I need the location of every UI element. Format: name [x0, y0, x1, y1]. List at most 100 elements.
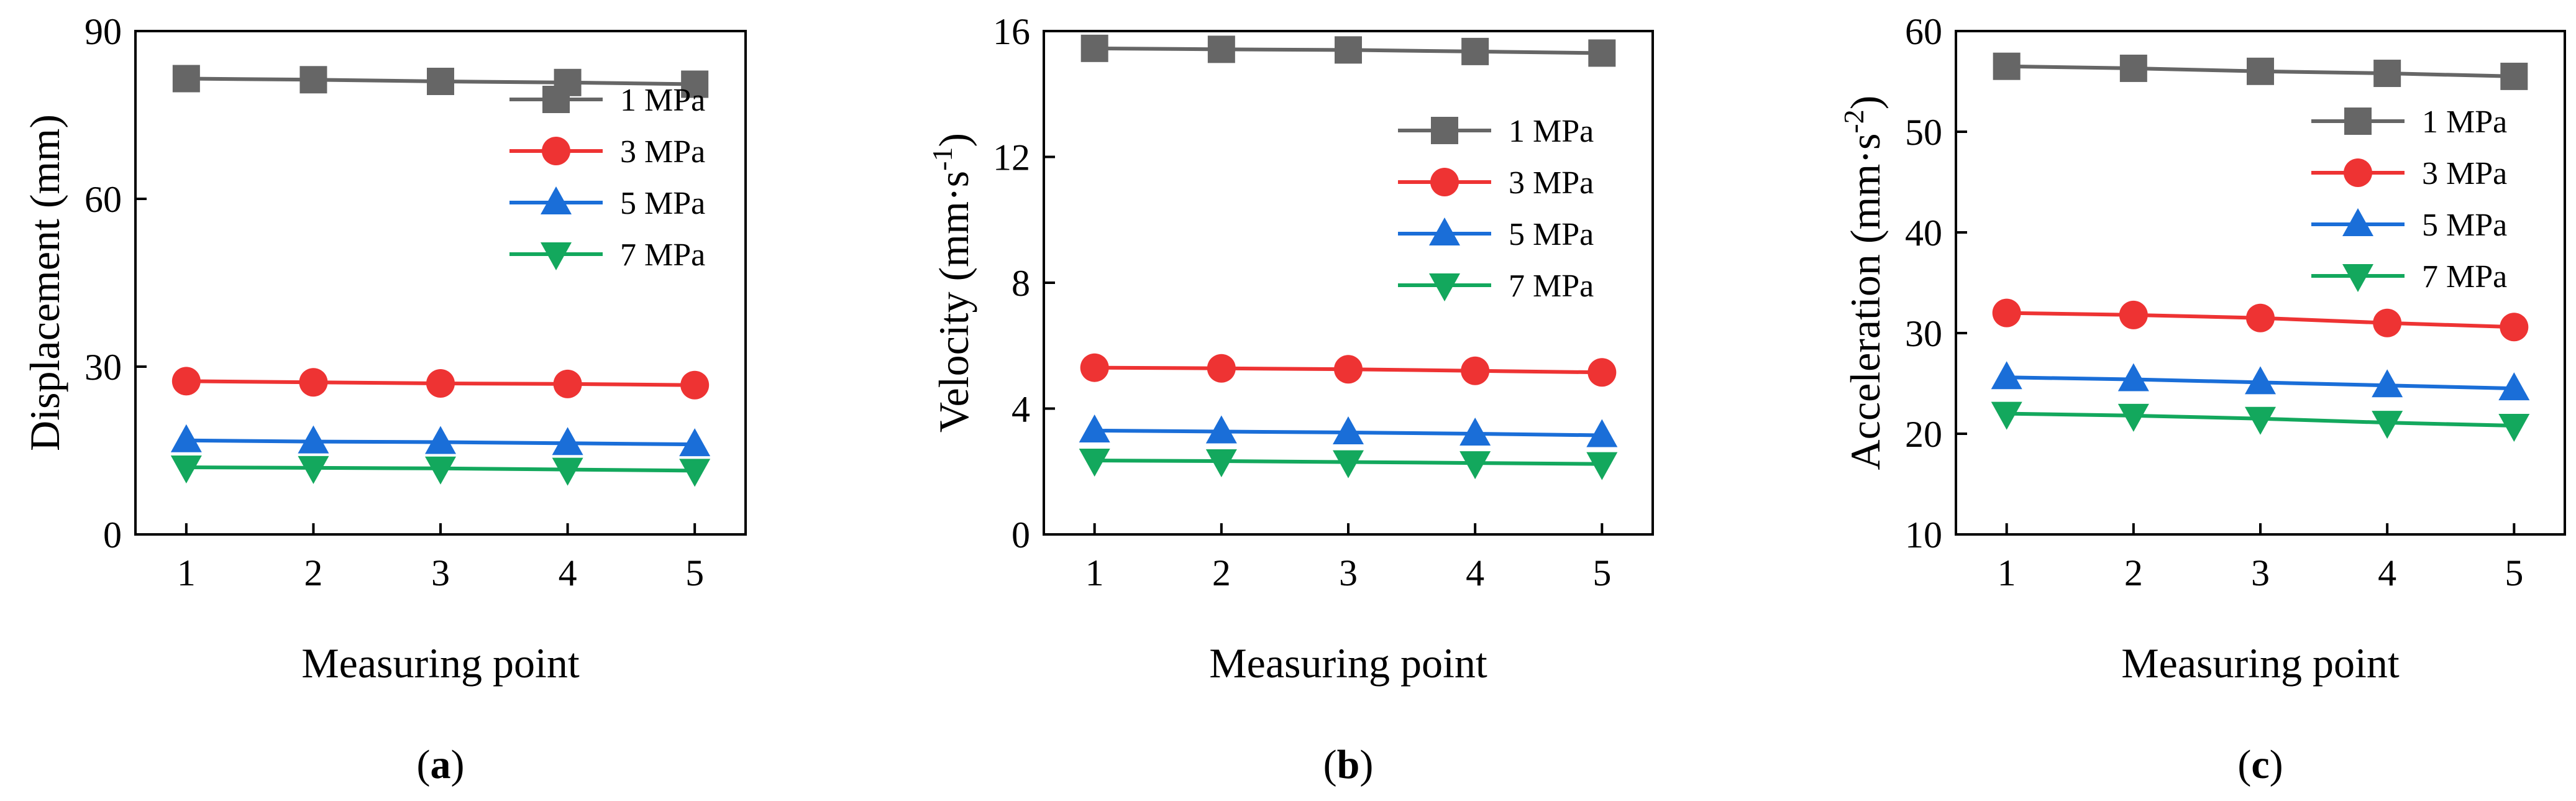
legend: 1 MPa 3 MPa 5 MPa 7 MPa — [509, 83, 705, 273]
data-point — [2372, 411, 2403, 439]
data-point — [1587, 358, 1617, 387]
data-point — [1207, 35, 1235, 63]
data-point — [681, 70, 709, 98]
data-point — [1461, 37, 1489, 65]
data-point — [2246, 303, 2275, 332]
legend: 1 MPa 3 MPa 5 MPa 7 MPa — [1398, 114, 1594, 304]
series-5-mpa — [1079, 414, 1618, 447]
data-point — [172, 65, 200, 93]
data-point — [1459, 418, 1491, 446]
legend-label: 3 MPa — [2422, 156, 2507, 191]
data-point — [425, 426, 456, 454]
data-point — [427, 68, 454, 95]
data-point — [299, 66, 327, 94]
y-axis-title: Velocity (mm·s-1) — [926, 133, 977, 433]
data-point — [1335, 36, 1362, 64]
legend-label: 3 MPa — [1509, 165, 1594, 201]
chart-panel-c: 1 2 3 4 5 10 20 30 40 50 60 Measuring point Accelera… — [1838, 11, 2566, 787]
panel-label: (a) — [417, 742, 465, 787]
data-point — [2117, 403, 2149, 432]
data-point — [552, 427, 583, 455]
panel-label-letter: a — [431, 742, 451, 787]
chart-panel-a: 1 2 3 4 5 0 30 60 90 Measuring point Displacement … — [21, 11, 747, 787]
y-axis-title: Displacement (mm) — [21, 114, 68, 451]
data-point — [2247, 57, 2274, 85]
x-axis-title: Measuring point — [2121, 639, 2400, 687]
y-axis-title-suffix: ) — [1842, 96, 1889, 110]
x-tick-label: 4 — [1466, 552, 1484, 593]
data-point — [2498, 414, 2530, 442]
data-point — [2373, 60, 2401, 88]
panel-label-close: ) — [2270, 742, 2283, 787]
legend-label: 1 MPa — [1509, 114, 1594, 149]
data-point — [2245, 366, 2276, 395]
x-tick-label: 3 — [2251, 552, 2270, 593]
data-point — [1461, 356, 1490, 385]
legend-label: 1 MPa — [620, 83, 705, 118]
y-axis-title-main: Displacement (mm) — [21, 114, 68, 451]
data-point — [2119, 54, 2147, 82]
x-axis-title: Measuring point — [1209, 639, 1487, 687]
y-axis-title-superscript: -2 — [1838, 109, 1870, 133]
series-5-mpa — [1991, 361, 2530, 401]
legend-label: 7 MPa — [2422, 259, 2507, 295]
series-3-mpa — [171, 367, 710, 400]
data-point — [552, 457, 583, 486]
data-point — [679, 459, 711, 487]
x-tick-label: 2 — [304, 552, 322, 593]
data-point — [1991, 401, 2022, 430]
panel-label-open: ( — [417, 742, 431, 787]
data-point — [1334, 355, 1363, 384]
y-tick-label: 20 — [1905, 414, 1942, 455]
legend-label: 5 MPa — [620, 186, 705, 221]
legend-label: 1 MPa — [2422, 104, 2507, 140]
legend-marker — [542, 137, 570, 165]
x-tick-label: 1 — [177, 552, 196, 593]
data-point — [1079, 449, 1110, 477]
data-point — [1459, 451, 1491, 480]
legend-marker — [1429, 273, 1460, 301]
legend: 1 MPa 3 MPa 5 MPa 7 MPa — [2311, 104, 2507, 295]
legend-marker — [541, 186, 572, 214]
data-point — [553, 369, 582, 398]
y-axis-title-superscript: -1 — [926, 147, 958, 171]
legend-marker — [2344, 158, 2372, 187]
series-5-mpa — [170, 424, 711, 457]
panel-label-open: ( — [2237, 742, 2251, 787]
legend-marker — [2342, 208, 2373, 236]
y-tick-label: 0 — [1012, 515, 1030, 556]
data-point — [1080, 353, 1109, 382]
data-point — [1586, 419, 1618, 447]
y-tick-label: 4 — [1012, 389, 1030, 430]
data-point — [679, 428, 711, 457]
y-tick-label: 16 — [993, 11, 1030, 52]
y-axis-title-main: Velocity (mm·s — [930, 171, 977, 433]
data-point — [2117, 363, 2149, 391]
series-1-mpa — [1993, 52, 2528, 90]
series-7-mpa — [170, 455, 711, 487]
data-point — [2119, 300, 2148, 329]
data-point — [2500, 313, 2529, 342]
panel-label-close: ) — [1359, 742, 1373, 787]
y-tick-label: 12 — [993, 137, 1030, 178]
x-tick-label: 4 — [559, 552, 577, 593]
x-tick-label: 1 — [1998, 552, 2016, 593]
y-axis-title: Acceleration (mm·s-2) — [1838, 96, 1889, 470]
data-point — [1205, 415, 1237, 444]
x-tick-label: 3 — [431, 552, 450, 593]
y-tick-label: 40 — [1905, 213, 1942, 254]
legend-marker — [2342, 264, 2373, 292]
legend-marker — [2344, 108, 2372, 135]
y-axis-title-main: Acceleration (mm·s — [1842, 134, 1889, 470]
data-point — [170, 455, 202, 483]
data-point — [1992, 298, 2021, 327]
data-point — [2373, 308, 2402, 337]
data-point — [2245, 406, 2276, 435]
data-point — [680, 370, 710, 400]
data-point — [1586, 452, 1618, 480]
legend-marker — [542, 86, 570, 113]
data-point — [1588, 39, 1616, 67]
x-tick-label: 1 — [1085, 552, 1104, 593]
